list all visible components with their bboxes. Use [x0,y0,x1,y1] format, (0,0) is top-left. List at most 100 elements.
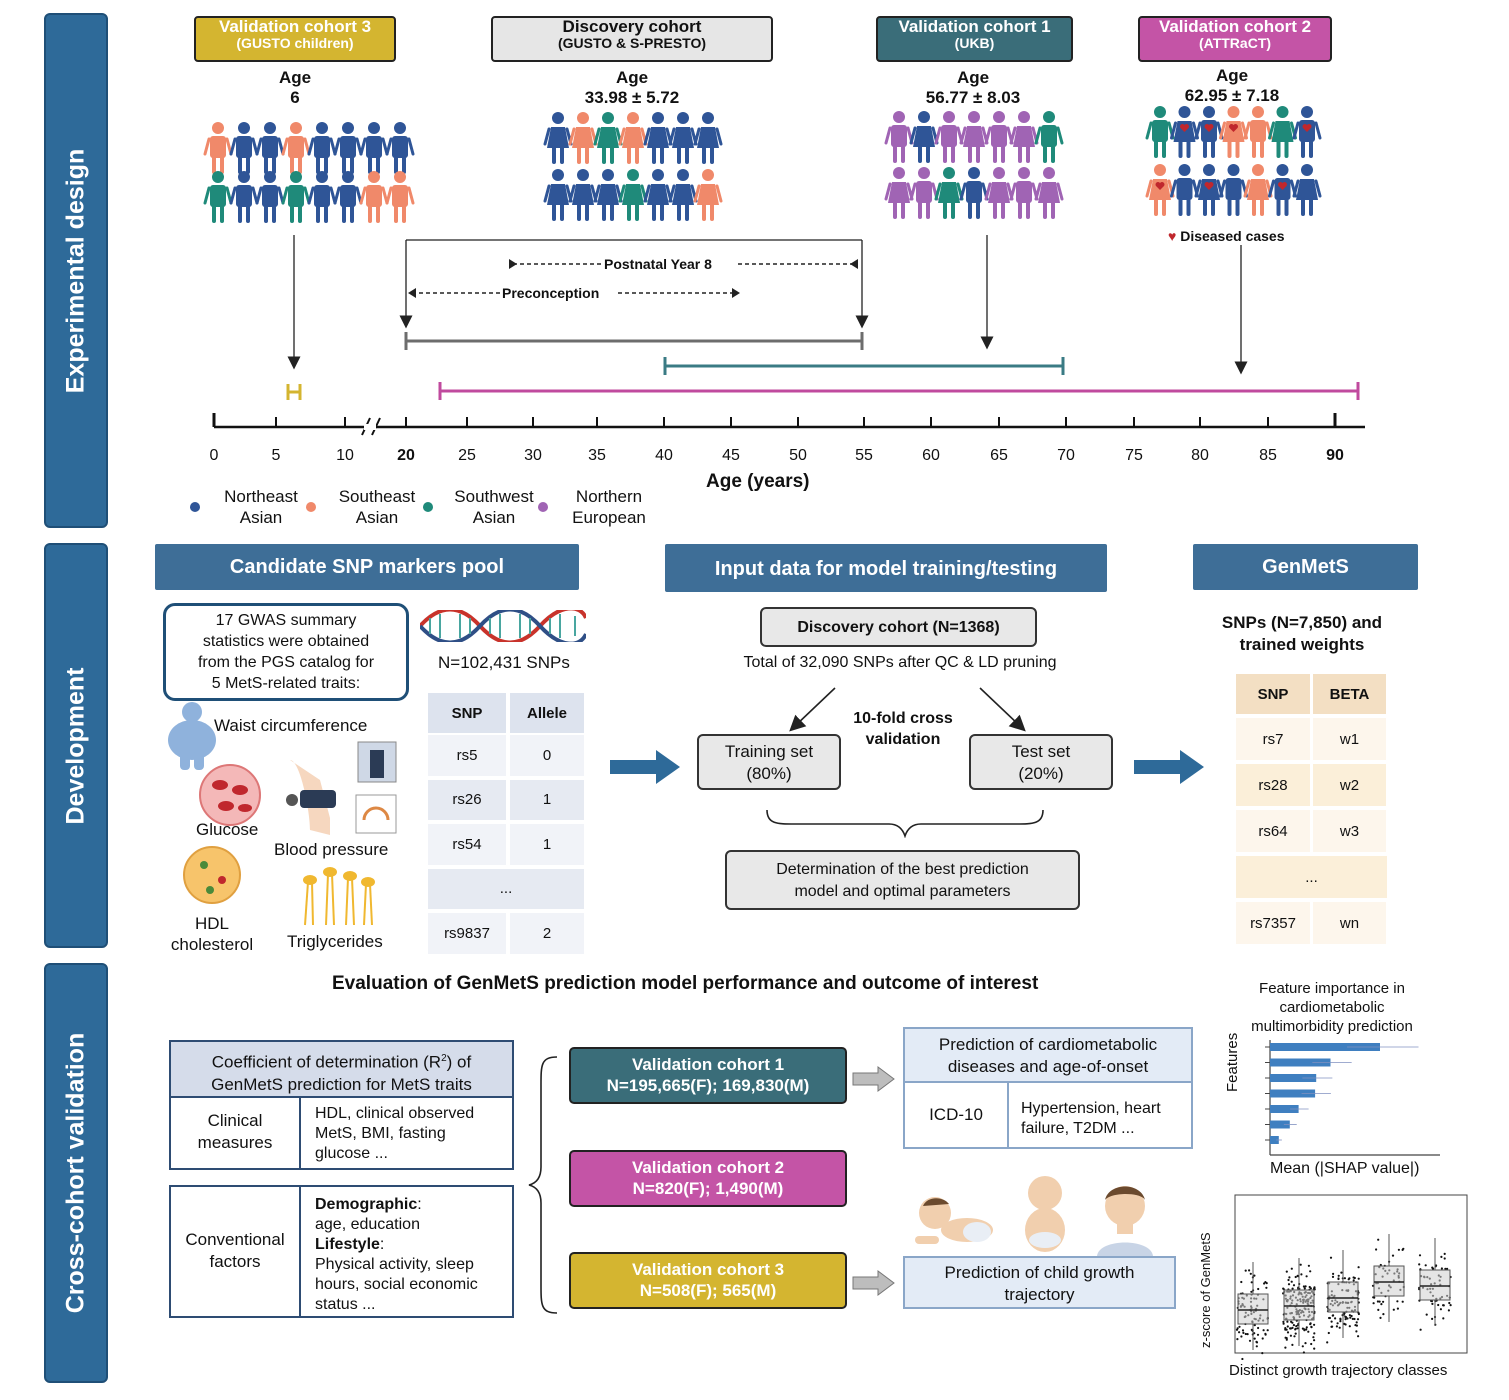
legend-dot-icon [306,502,316,512]
box-point [1253,1324,1256,1327]
box-point [1250,1290,1253,1293]
icd-label: ICD-10 [905,1083,1009,1147]
box-point [1419,1328,1422,1331]
box-point [1288,1276,1291,1279]
box-point [1291,1287,1294,1290]
box-plot-class [1371,1234,1405,1322]
box-point [1377,1238,1380,1241]
box-point [1326,1341,1329,1344]
person-icon [1145,106,1175,158]
trait-glucose: Glucose [196,820,259,839]
shap-ylabel: Features [1224,1032,1241,1092]
box-point [1282,1322,1285,1325]
box-point [1443,1257,1446,1260]
box-point [1250,1281,1253,1284]
people-icons [203,106,1322,223]
snp-table-cell: rs26 [428,779,506,820]
box-point [1343,1277,1346,1280]
arrow-right-icon [610,750,680,784]
determination-box: Determination of the best prediction mode… [725,850,1080,910]
box-point [1292,1324,1295,1327]
person-icon [1268,164,1297,216]
box-point [1253,1274,1256,1277]
gwas-box: 17 GWAS summary statistics were obtained f… [163,603,409,701]
person-icon [568,169,598,221]
person-icon [255,122,285,174]
triglycerides-icon [303,867,375,926]
legend-label: Northern European [572,487,646,527]
snp-table-cell: 1 [510,779,584,820]
box-point [1255,1340,1258,1343]
person-icon [884,111,914,163]
box-point [1418,1254,1422,1257]
box-point [1338,1326,1341,1329]
box-point [1375,1248,1378,1251]
person-icon [1009,111,1039,163]
box-point [1241,1357,1244,1360]
person-icon [593,169,623,221]
r2-table: Coefficient of determination (R2) of Gen… [169,1040,514,1170]
box-point [1355,1330,1358,1333]
box-point [1300,1273,1303,1276]
vc3-box: Validation cohort 3 N=508(F); 565(M) [569,1252,847,1309]
n-snps: N=102,431 SNPs [438,653,570,672]
grey-arrow-icon [852,1066,895,1092]
cohort-label-vc1: Validation cohort 1 (UKB) [876,16,1073,62]
box-point [1353,1317,1356,1321]
person-icon [1034,111,1064,163]
r2-title: Coefficient of determination (R2) of Gen… [171,1042,512,1098]
person-icon [1009,167,1039,219]
box-point [1446,1267,1449,1270]
box-point [1380,1303,1383,1306]
person-icon [884,167,914,219]
snp-table-header: Allele [510,693,584,733]
person-icon [229,122,259,174]
gm-table-cell: w2 [1313,764,1386,806]
shap-title: Feature importance in cardiometabolic mult… [1251,980,1413,1035]
box-point [1293,1335,1296,1338]
gm-table-cell: rs7357 [1236,902,1310,944]
box-point [1305,1328,1308,1331]
box-point [1264,1281,1267,1284]
tick-label: 85 [1259,447,1277,464]
legend-dot-icon [423,502,433,512]
box-point [1236,1338,1239,1341]
snp-table-cell: ... [428,868,584,909]
box-point [1379,1316,1382,1319]
box-point [1401,1300,1404,1303]
box-point [1448,1301,1451,1305]
person-icon [255,171,285,223]
box-point [1303,1287,1306,1290]
box-xlabel: Distinct growth trajectory classes [1229,1362,1448,1379]
box-plot-class [1235,1262,1269,1360]
box-point [1290,1267,1293,1270]
box-point [1353,1276,1356,1280]
box-rect [1283,1289,1315,1321]
legend-label: Northeast Asian [224,487,298,527]
box-point [1262,1329,1265,1332]
box-point [1382,1300,1385,1303]
box-point [1348,1325,1351,1328]
total-snps: Total of 32,090 SNPs after QC & LD pruni… [743,654,1057,671]
box-point [1336,1322,1339,1325]
person-icon [385,122,415,174]
box-point [1340,1271,1343,1274]
box-point [1425,1313,1428,1316]
box-point [1302,1285,1305,1288]
tick-label: 10 [336,447,354,464]
box-point [1248,1269,1251,1272]
box-point [1309,1287,1312,1290]
gm-table-cell: rs64 [1236,810,1310,852]
tick-label: 50 [789,447,807,464]
shap-bar [1270,1058,1331,1067]
box-point [1310,1342,1313,1346]
person-icon [1219,106,1248,158]
person-icon [959,111,989,163]
box-point [1244,1269,1247,1272]
box-point [1299,1263,1302,1266]
box-point [1376,1300,1379,1303]
box-point [1266,1329,1269,1332]
box-point [1357,1335,1360,1338]
person-icon [618,169,648,221]
person-icon [307,171,337,223]
